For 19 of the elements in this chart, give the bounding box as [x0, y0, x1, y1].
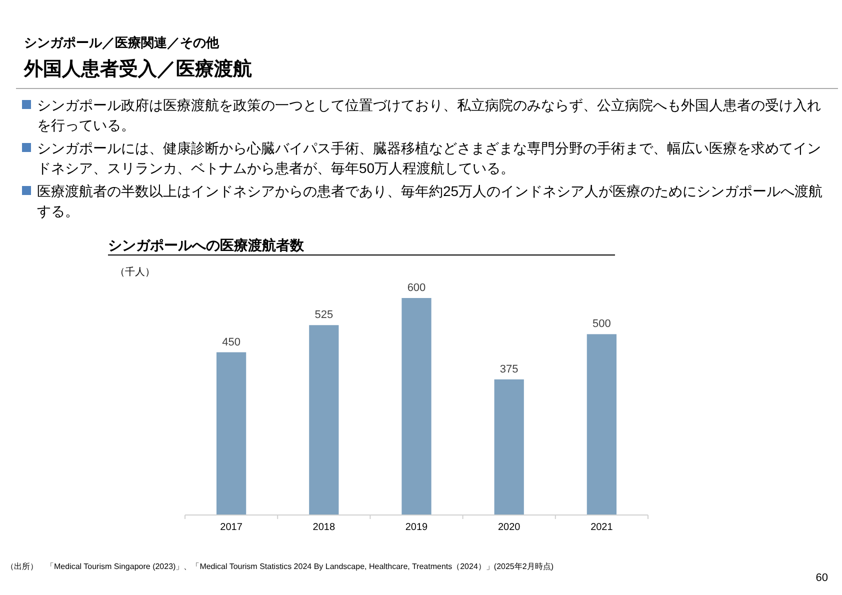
chart-title: シンガポールへの医療渡航者数	[108, 237, 305, 253]
y-axis-title: （千人）	[115, 266, 155, 278]
page-number: 60	[816, 572, 828, 584]
bullet: シンガポールには、健康診断から心臓バイパス手術、臓器移植などさまざまな専門分野の手術まで、幅広い医療を求めてインドネシア、スリランカ、ベトナムから患者が、毎年50万人程渡航している。	[37, 139, 822, 178]
bullet: シンガポール政府は医療渡航を政策の一つとして位置づけており、私立病院のみならず、公立病院へも外国人患者の受け入れを行っている。	[37, 96, 822, 135]
heading: シンガポール／医療関連／その他	[24, 34, 219, 52]
bullet: 医療渡航者の半数以上はインドネシアからの患者であり、毎年約25万人のインドネシア人が医療のためにシンガポールへ渡航する。	[37, 182, 824, 221]
data-label: 450	[222, 336, 240, 348]
x-tick-label: 2020	[498, 522, 521, 533]
x-tick-label: 2017	[220, 522, 243, 533]
heading: 外国人患者受入／医療渡航	[24, 58, 252, 82]
data-label: 500	[592, 318, 611, 330]
data-label: 375	[500, 363, 518, 376]
x-tick-label: 2021	[590, 522, 614, 533]
x-tick-label: 2019	[405, 522, 428, 533]
data-label: 525	[314, 309, 334, 322]
source: （出所） 「Medical Tourism Singapore (2023)」、「Medical Tourism Statistics 2024 By Landscape, Healthcare, Treatments（2024）」(2025年2月時点)	[6, 561, 554, 572]
data-label: 600	[407, 282, 426, 294]
x-tick-label: 2018	[312, 522, 336, 533]
